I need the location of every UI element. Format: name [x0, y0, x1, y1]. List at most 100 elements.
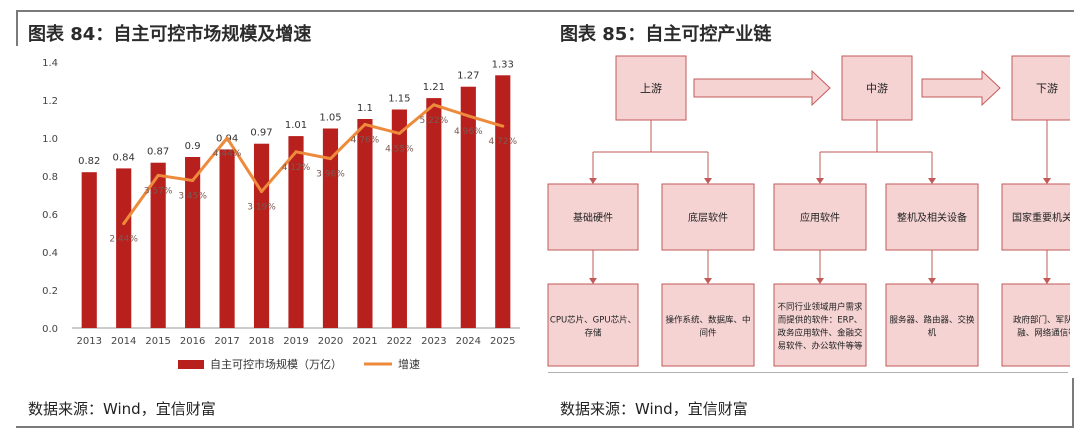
bar-2022	[391, 109, 407, 328]
flow-arrow-midstream-to-downstream	[921, 69, 1001, 107]
bar-value-label: 1.01	[285, 120, 307, 131]
connector-arrowhead	[816, 178, 824, 184]
detail-label: 而提供的软件：ERP、	[778, 315, 862, 326]
growth-point-2024	[466, 114, 470, 118]
stage-box	[1011, 55, 1070, 121]
connector-arrowhead	[704, 178, 712, 184]
growth-point-2023	[432, 103, 436, 107]
category-box	[547, 183, 639, 251]
bar-value-label: 1.27	[457, 71, 479, 82]
growth-point-2021	[363, 122, 367, 126]
growth-point-2018	[260, 190, 264, 194]
growth-value-label: 5.22%	[420, 116, 449, 126]
growth-value-label: 3.19%	[247, 203, 276, 213]
category-box	[1001, 183, 1070, 251]
market-size-chart: 0.0 0.2 0.4 0.6 0.8 1.0 1.2 1.4 0.82 0.84 0.87 0.9 0…	[42, 58, 520, 371]
growth-point-2015	[156, 173, 160, 177]
bar-2016	[185, 157, 201, 328]
connector-arrowhead	[1043, 178, 1051, 184]
category-label: 国家重要机关单	[1012, 211, 1070, 224]
growth-value-label: 2.44%	[109, 235, 138, 245]
bar-value-label: 1.1	[357, 103, 373, 114]
legend-label-line: 增速	[398, 357, 420, 371]
header-rule	[16, 10, 1074, 12]
bar-value-label: 0.87	[147, 147, 169, 158]
bar-2015	[150, 162, 166, 328]
x-tick-label: 2023	[421, 336, 446, 347]
growth-rate-line	[122, 103, 504, 225]
category-label: 底层软件	[688, 211, 728, 224]
y-tick-label: 0.4	[42, 248, 58, 259]
x-tick-label: 2025	[490, 336, 515, 347]
detail-box	[1001, 283, 1070, 367]
x-tick-label: 2016	[180, 336, 205, 347]
detail-box	[885, 283, 979, 367]
growth-value-label: 4.55%	[385, 144, 414, 154]
bar-2019	[288, 136, 304, 328]
growth-value-label: 4.44%	[213, 149, 242, 159]
connector-arrowhead	[589, 178, 597, 184]
growth-point-2025	[501, 124, 505, 128]
flow-arrow-upstream-to-midstream	[693, 69, 831, 107]
bar-2023	[426, 98, 442, 328]
source-note-85: 数据来源：Wind，宜信财富	[560, 400, 748, 418]
source-note-84: 数据来源：Wind，宜信财富	[28, 400, 216, 418]
detail-label: 政务应用软件、金融交	[777, 328, 863, 339]
bar-2013	[81, 172, 97, 328]
growth-value-label: 3.45%	[178, 191, 207, 201]
bar-2018	[253, 143, 270, 328]
x-tick-label: 2022	[387, 336, 412, 347]
growth-point-2019	[294, 150, 298, 154]
footer-rule	[16, 426, 1074, 428]
detail-box	[661, 283, 755, 367]
bar-value-label: 0.97	[250, 128, 272, 139]
growth-point-2014	[122, 222, 126, 226]
y-tick-label: 0.6	[42, 210, 58, 221]
detail-label: 不同行业领域用户需求	[777, 302, 863, 313]
category-label: 基础硬件	[573, 211, 613, 224]
category-label: 整机及相关设备	[897, 211, 967, 224]
detail-box	[773, 283, 867, 367]
footer-accent-bar	[1072, 378, 1074, 428]
x-tick-label: 2013	[77, 336, 102, 347]
y-tick-label: 0.0	[42, 324, 58, 335]
growth-point-2017	[225, 136, 229, 140]
stage-label: 中游	[866, 82, 888, 95]
detail-box	[547, 283, 639, 367]
growth-value-label: 4.76%	[351, 135, 380, 145]
legend-swatch-bar	[178, 360, 204, 369]
stage-label: 上游	[640, 82, 662, 95]
y-tick-label: 0.8	[42, 172, 58, 183]
bar-2017	[219, 149, 235, 328]
x-tick-label: 2017	[214, 336, 239, 347]
connector-arrowhead	[704, 278, 712, 284]
bar-2014	[116, 168, 132, 328]
growth-value-label: 3.96%	[316, 170, 345, 180]
detail-label: 融、网络通信等	[1017, 328, 1070, 339]
y-tick-label: 1.2	[42, 96, 58, 107]
x-tick-label: 2019	[283, 336, 308, 347]
detail-label: 易软件、办公软件等等	[777, 341, 863, 352]
bar-2024	[460, 86, 476, 328]
detail-label: 间件	[699, 328, 717, 339]
detail-label: 操作系统、数据库、中	[665, 315, 750, 326]
growth-value-label: 4.96%	[454, 127, 483, 137]
category-box	[885, 183, 979, 251]
y-tick-label: 1.4	[42, 58, 58, 69]
category-box	[773, 183, 867, 251]
chart-title-84: 图表 84：自主可控市场规模及增速	[28, 24, 312, 45]
bar-2021	[357, 119, 373, 328]
x-tick-label: 2018	[249, 336, 274, 347]
detail-label: CPU芯片、GPU芯片、	[550, 315, 636, 326]
x-tick-label: 2024	[456, 336, 481, 347]
bar-2020	[322, 128, 339, 328]
legend-label-bar: 自主可控市场规模（万亿）	[210, 357, 342, 371]
growth-point-2022	[397, 131, 401, 135]
connector-arrowhead	[589, 278, 597, 284]
x-tick-label: 2020	[318, 336, 343, 347]
x-tick-label: 2015	[145, 336, 170, 347]
bar-value-label: 1.05	[319, 113, 341, 124]
detail-label: 政府部门、军队、	[1013, 315, 1070, 326]
bar-value-label: 0.84	[113, 152, 135, 163]
